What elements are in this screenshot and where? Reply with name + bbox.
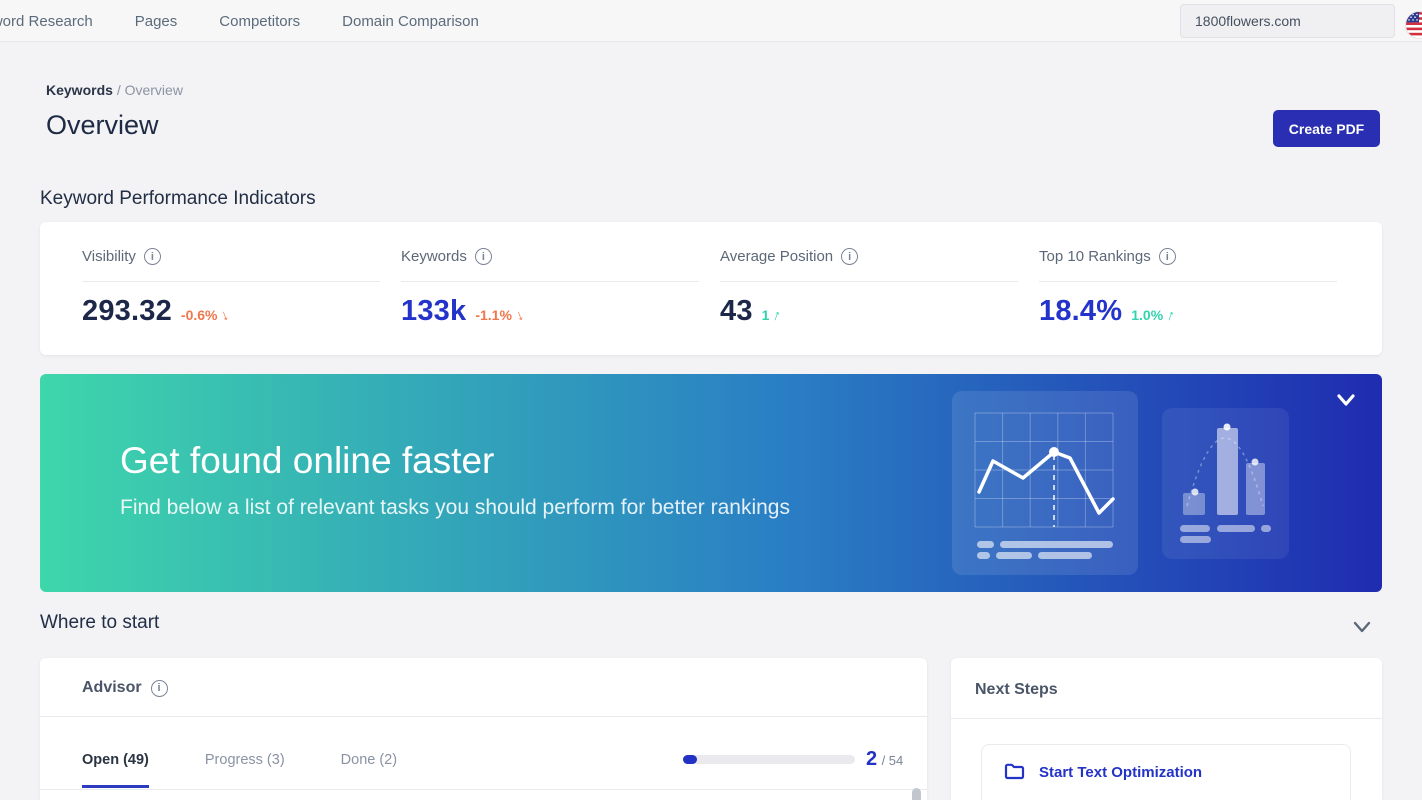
kpi-keywords-label: Keywords (401, 248, 467, 265)
kpi-top10-rankings-change: 1.0% (1131, 307, 1164, 323)
advisor-promo-banner: Get found online faster Find below a lis… (40, 374, 1382, 592)
advisor-progress-bar (683, 755, 855, 764)
advisor-progress-total: / 54 (881, 753, 904, 768)
kpi-average-position: Average Position i 43 1 ↑ (720, 248, 1020, 328)
tab-open[interactable]: Open (49) (82, 752, 149, 788)
next-step-item-text-optimization[interactable]: Start Text Optimization (981, 744, 1351, 800)
kpi-keywords-value: 133k (401, 295, 467, 327)
arrow-down-icon: ↓ (513, 306, 526, 325)
kpi-card: Visibility i 293.32 -0.6% ↓ Keywords i 133… (40, 222, 1382, 355)
nav-item-competitors[interactable]: Competitors (219, 12, 301, 30)
nav-item-domain-comparison[interactable]: Domain Comparison (342, 12, 479, 30)
kpi-section-title: Keyword Performance Indicators (40, 188, 316, 209)
divider (1039, 281, 1337, 282)
kpi-visibility-change: -0.6% (180, 307, 218, 323)
kpi-average-position-label: Average Position (720, 248, 834, 265)
arrow-up-icon: ↑ (1164, 306, 1178, 325)
arrow-up-icon: ↑ (770, 306, 784, 325)
kpi-top10-rankings-label: Top 10 Rankings (1039, 248, 1151, 265)
create-pdf-button[interactable]: Create PDF (1273, 110, 1380, 147)
banner-subtitle: Find below a list of relevant tasks you … (120, 496, 790, 519)
arrow-down-icon: ↓ (218, 306, 232, 325)
domain-search-input[interactable] (1180, 4, 1395, 38)
banner-title: Get found online faster (120, 440, 495, 481)
info-icon[interactable]: i (150, 679, 168, 697)
bar-chart-illustration (1162, 408, 1289, 559)
next-steps-card: Next Steps Start Text Optimization (951, 658, 1382, 800)
tab-progress[interactable]: Progress (3) (204, 752, 285, 768)
info-icon[interactable]: i (143, 248, 161, 265)
divider (951, 718, 1382, 719)
info-icon[interactable]: i (474, 248, 492, 265)
line-chart-illustration (952, 391, 1138, 575)
top-navigation-bar: Keyword Research Pages Competitors Domai… (0, 0, 1422, 42)
banner-collapse-chevron-icon[interactable] (1335, 392, 1357, 408)
breadcrumb-keywords[interactable]: Keywords (46, 82, 113, 98)
advisor-progress-fill (683, 755, 697, 764)
tab-done[interactable]: Done (2) (340, 752, 398, 768)
kpi-average-position-change: 1 (761, 307, 770, 323)
advisor-tabs: Open (49) Progress (3) Done (2) (82, 752, 397, 788)
kpi-visibility-label: Visibility (82, 248, 136, 265)
nav-item-keyword-research[interactable]: Keyword Research (0, 12, 93, 30)
kpi-average-position-value: 43 (720, 295, 753, 327)
advisor-scrollbar[interactable] (912, 788, 921, 800)
folder-icon (1004, 763, 1025, 785)
kpi-keywords-change: -1.1% (475, 307, 512, 323)
page-title: Overview (46, 110, 159, 140)
breadcrumb: Keywords / Overview (46, 82, 183, 98)
advisor-progress-count: 2 / 54 (866, 748, 903, 771)
advisor-card: Advisor i Open (49) Progress (3) Done (2… (40, 658, 927, 800)
where-to-start-title: Where to start (40, 612, 160, 633)
kpi-visibility-value: 293.32 (82, 295, 172, 327)
info-icon[interactable]: i (841, 248, 859, 265)
next-step-label: Start Text Optimization (1039, 764, 1203, 781)
kpi-top10-rankings: Top 10 Rankings i 18.4% 1.0% ↑ (1039, 248, 1339, 328)
kpi-visibility: Visibility i 293.32 -0.6% ↓ (82, 248, 382, 328)
info-icon[interactable]: i (1158, 248, 1176, 265)
divider (40, 716, 927, 717)
kpi-top10-rankings-value: 18.4% (1039, 295, 1123, 327)
kpi-keywords: Keywords i 133k -1.1% ↓ (401, 248, 701, 328)
divider (40, 789, 927, 790)
country-flag-us-icon[interactable] (1406, 12, 1422, 38)
next-steps-title: Next Steps (975, 681, 1058, 698)
divider (720, 281, 1018, 282)
divider (401, 281, 699, 282)
nav-item-pages[interactable]: Pages (134, 12, 178, 30)
where-to-start-collapse-chevron-icon[interactable] (1352, 620, 1372, 634)
advisor-progress-done: 2 (866, 748, 878, 770)
nav-menu: Keyword Research Pages Competitors Domai… (0, 0, 479, 42)
divider (82, 281, 380, 282)
breadcrumb-current: Overview (124, 82, 183, 98)
breadcrumb-slash: / (116, 82, 121, 98)
advisor-title: Advisor (82, 679, 142, 696)
